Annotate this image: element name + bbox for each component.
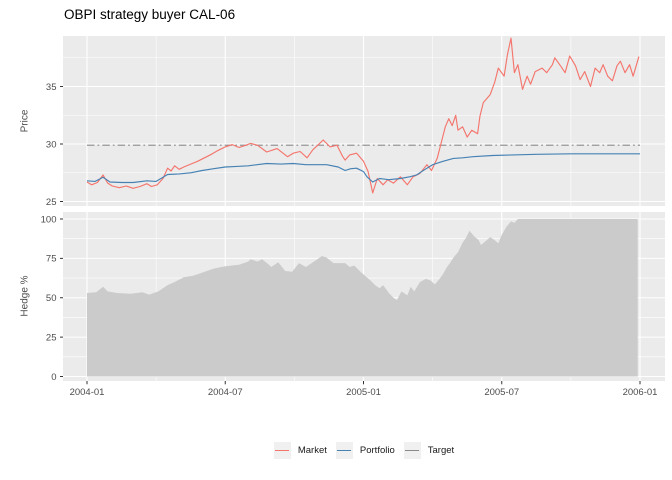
svg-text:0: 0 [51, 372, 56, 383]
target-line-swatch-icon [405, 450, 420, 451]
legend-label-market: Market [297, 445, 327, 456]
legend-entry-portfolio: Portfolio [335, 442, 395, 459]
legend-entry-target: Target [403, 442, 455, 459]
legend-key-target-icon [403, 442, 421, 459]
chart-title: OBPI strategy buyer CAL-06 [64, 7, 236, 22]
legend-entry-market: Market [273, 442, 327, 459]
legend-key-portfolio-icon [335, 442, 353, 459]
svg-text:100: 100 [41, 214, 57, 225]
svg-text:35: 35 [46, 82, 57, 93]
hedge-axis-label: Hedge % [19, 275, 31, 317]
legend-label-portfolio: Portfolio [359, 445, 395, 456]
portfolio-line-swatch-icon [337, 450, 352, 451]
price-axis-label: Price [19, 109, 31, 133]
svg-text:25: 25 [46, 332, 57, 343]
legend: Market Portfolio Target [63, 442, 665, 459]
legend-label-target: Target [427, 445, 455, 456]
market-line-swatch-icon [275, 450, 290, 451]
svg-text:2005-07: 2005-07 [484, 387, 519, 398]
svg-text:30: 30 [46, 139, 57, 150]
svg-text:2006-01: 2006-01 [623, 387, 658, 398]
svg-text:25: 25 [46, 197, 57, 208]
svg-text:2004-07: 2004-07 [208, 387, 243, 398]
svg-text:75: 75 [46, 254, 57, 265]
svg-text:2004-01: 2004-01 [70, 387, 105, 398]
legend-key-market-icon [273, 442, 291, 459]
svg-text:50: 50 [46, 293, 57, 304]
svg-text:2005-01: 2005-01 [346, 387, 381, 398]
